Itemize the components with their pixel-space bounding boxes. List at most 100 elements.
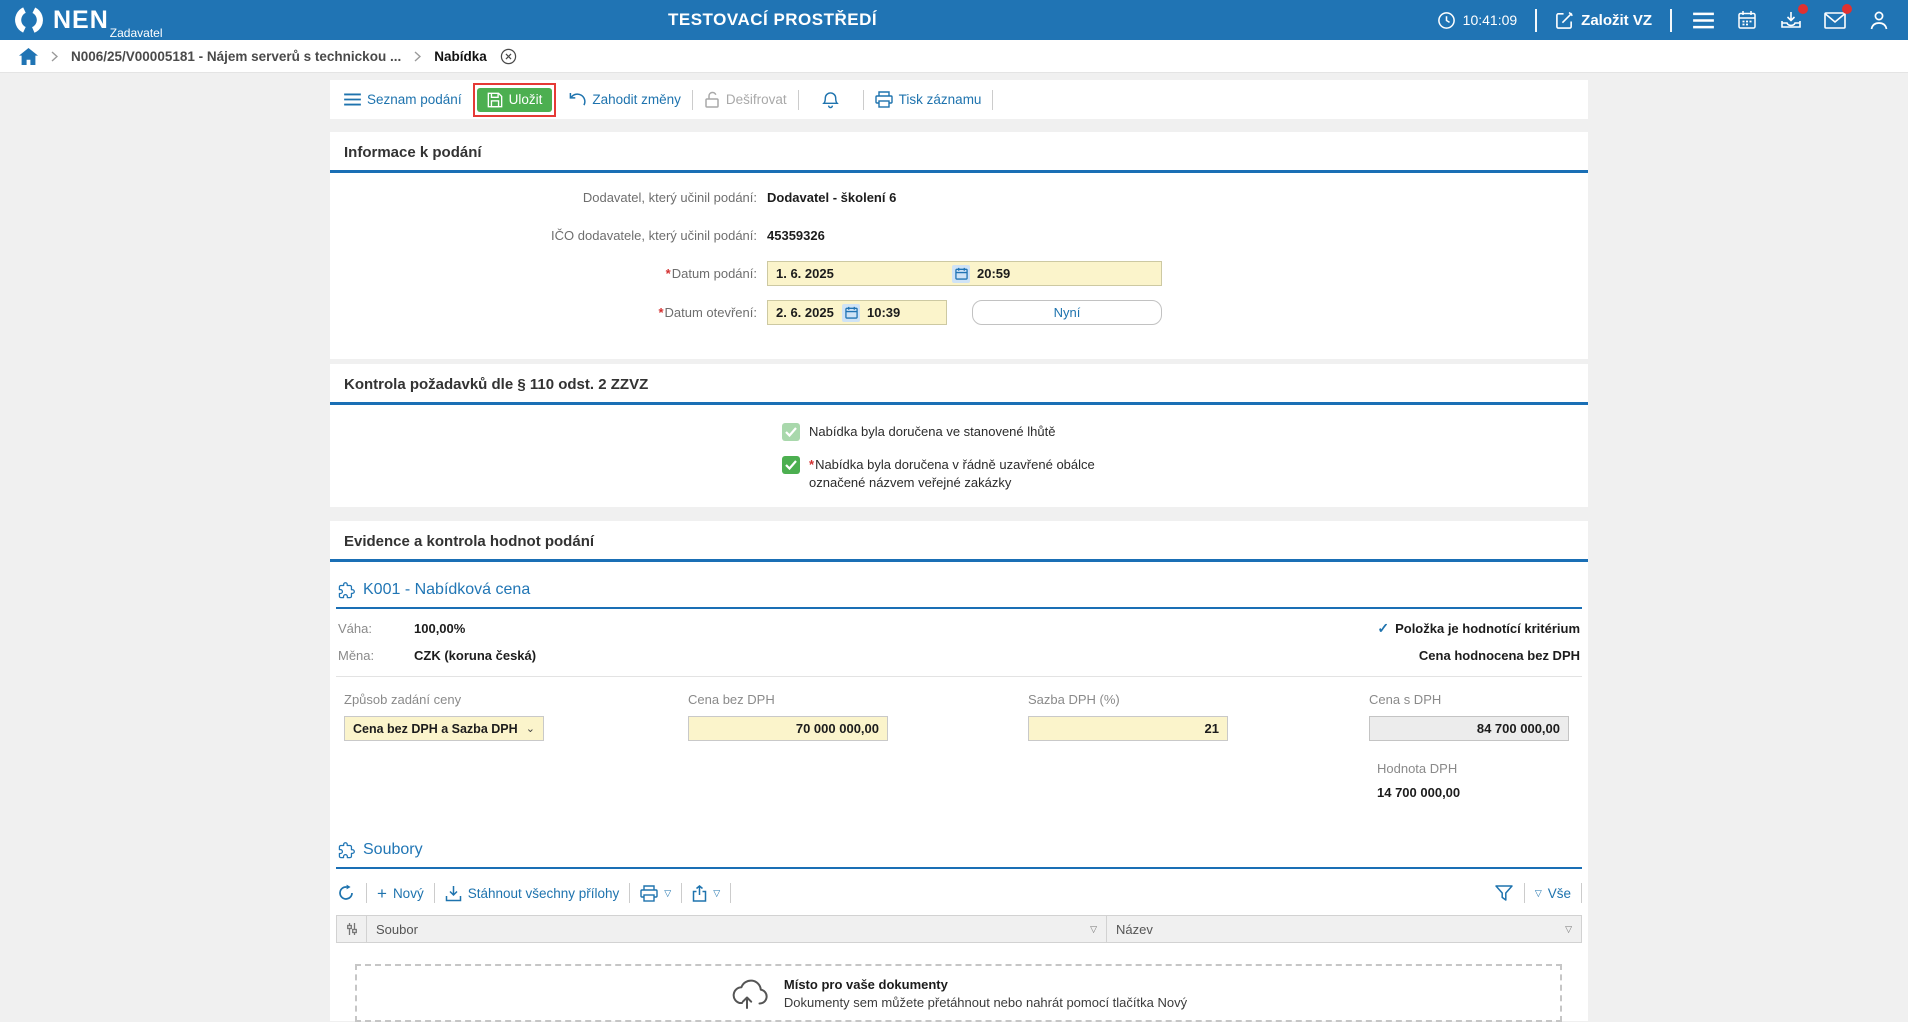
supplier-value: Dodavatel - školení 6 bbox=[767, 189, 897, 205]
new-file-button[interactable]: + Nový bbox=[377, 885, 424, 902]
submission-date-value[interactable]: 1. 6. 2025 bbox=[776, 266, 834, 281]
toolbar-divider bbox=[1581, 883, 1582, 903]
price-net-input[interactable]: 70 000 000,00 bbox=[688, 716, 888, 741]
discard-changes-button[interactable]: Zahodit změny bbox=[567, 92, 681, 107]
divider bbox=[336, 676, 1582, 677]
delivered-on-time-label: Nabídka byla doručena ve stanovené lhůtě bbox=[809, 424, 1056, 439]
close-tab-button[interactable] bbox=[500, 47, 518, 65]
discard-changes-label: Zahodit změny bbox=[592, 92, 681, 107]
inbox-download-icon bbox=[1781, 12, 1801, 28]
opening-date-row: *Datum otevření: 2. 6. 2025 10:39 Nyní bbox=[344, 300, 1574, 325]
files-subsection-header: Soubory bbox=[336, 836, 1582, 869]
main-menu-button[interactable] bbox=[1690, 7, 1716, 33]
printer-icon bbox=[640, 884, 658, 902]
submission-list-button[interactable]: Seznam podání bbox=[344, 92, 462, 107]
opening-time-value[interactable]: 10:39 bbox=[867, 305, 901, 320]
filter-triangle-icon[interactable]: ▽ bbox=[1565, 923, 1572, 934]
save-button[interactable]: Uložit bbox=[476, 87, 553, 112]
now-button[interactable]: Nyní bbox=[972, 300, 1162, 325]
required-mark: * bbox=[658, 305, 664, 320]
list-icon bbox=[344, 93, 361, 106]
calendar-button[interactable] bbox=[1734, 7, 1760, 33]
column-settings-button[interactable] bbox=[337, 916, 367, 942]
filter-all-button[interactable]: ▽ Vše bbox=[1535, 886, 1571, 901]
ico-value: 45359326 bbox=[767, 227, 825, 243]
calendar-icon bbox=[1738, 11, 1756, 29]
price-mode-select[interactable]: Cena bez DPH a Sazba DPH ⌄ bbox=[344, 716, 544, 741]
discard-undo-icon bbox=[570, 92, 586, 106]
opening-date-value[interactable]: 2. 6. 2025 bbox=[776, 305, 834, 320]
toolbar-divider bbox=[992, 89, 994, 110]
price-gross-readonly: 84 700 000,00 bbox=[1369, 716, 1569, 741]
criterion-note: ✓ Položka je hodnotící kritérium bbox=[1377, 620, 1580, 636]
print-files-button[interactable]: ▽ bbox=[640, 884, 671, 902]
currency-value: CZK (koruna česká) bbox=[414, 648, 537, 663]
user-profile-button[interactable] bbox=[1866, 7, 1892, 33]
vat-amount-block: Hodnota DPH 14 700 000,00 bbox=[1377, 761, 1577, 800]
dropdown-triangle-icon: ▽ bbox=[713, 887, 721, 898]
save-floppy-icon bbox=[487, 92, 502, 107]
sealed-envelope-checkbox[interactable] bbox=[782, 456, 800, 475]
nen-logo-icon bbox=[15, 6, 43, 34]
inbox-button[interactable] bbox=[1778, 4, 1808, 33]
opening-date-input[interactable]: 2. 6. 2025 10:39 bbox=[767, 300, 947, 325]
opening-date-label: *Datum otevření: bbox=[658, 305, 757, 320]
evaluation-note: Cena hodnocena bez DPH bbox=[1418, 648, 1580, 663]
vat-rate-input[interactable]: 21 bbox=[1028, 716, 1228, 741]
save-button-label: Uložit bbox=[508, 92, 543, 107]
download-all-button[interactable]: Stáhnout všechny přílohy bbox=[445, 885, 619, 902]
supplier-row: Dodavatel, který učinil podání: Dodavate… bbox=[344, 185, 1574, 209]
home-icon bbox=[18, 47, 38, 65]
funnel-icon bbox=[1495, 885, 1513, 901]
filter-button[interactable] bbox=[1494, 883, 1514, 903]
toolbar-divider bbox=[366, 883, 367, 903]
messages-button[interactable] bbox=[1822, 4, 1852, 33]
delivered-on-time-row: Nabídka byla doručena ve stanovené lhůtě bbox=[782, 423, 1588, 441]
section-title: Kontrola požadavků dle § 110 odst. 2 ZZV… bbox=[344, 376, 649, 393]
vat-rate-label: Sazba DPH (%) bbox=[1028, 692, 1120, 707]
submission-date-input[interactable]: 1. 6. 2025 20:59 bbox=[767, 261, 1162, 286]
dropzone-title: Místo pro vaše dokumenty bbox=[783, 976, 948, 992]
cloud-upload-icon bbox=[732, 979, 768, 1009]
user-icon bbox=[1870, 11, 1888, 30]
column-header-soubor[interactable]: Soubor ▽ bbox=[367, 916, 1107, 942]
breadcrumb: N006/25/V00005181 - Nájem serverů s tech… bbox=[0, 40, 1908, 73]
session-clock: 10:41:09 bbox=[1437, 11, 1517, 30]
dropdown-triangle-icon: ▽ bbox=[1534, 887, 1542, 898]
price-mode-column: Způsob zadání ceny Cena bez DPH a Sazba … bbox=[344, 692, 544, 741]
download-icon bbox=[445, 885, 461, 901]
save-button-highlight: Uložit bbox=[472, 82, 557, 117]
header-actions: 10:41:09 Založit VZ bbox=[1437, 4, 1908, 33]
create-vz-button[interactable]: Založit VZ bbox=[1555, 11, 1652, 30]
print-record-button[interactable]: Tisk záznamu bbox=[874, 91, 981, 108]
inbox-notification-badge bbox=[1798, 4, 1808, 14]
nen-brand[interactable]: NEN Zadavatel bbox=[0, 3, 163, 40]
environment-title: TESTOVACÍ PROSTŘEDÍ bbox=[668, 10, 878, 29]
home-button[interactable] bbox=[18, 46, 38, 66]
top-header-bar: NEN Zadavatel TESTOVACÍ PROSTŘEDÍ 10:41:… bbox=[0, 0, 1908, 40]
breadcrumb-contract-link[interactable]: N006/25/V00005181 - Nájem serverů s tech… bbox=[71, 48, 402, 64]
submission-date-picker-button[interactable] bbox=[952, 264, 970, 283]
refresh-button[interactable] bbox=[336, 883, 356, 903]
plus-icon: + bbox=[377, 883, 387, 903]
section-rule bbox=[330, 559, 1588, 562]
toolbar-divider bbox=[730, 883, 732, 903]
k001-title: K001 - Nabídková cena bbox=[363, 581, 531, 598]
close-circle-icon bbox=[501, 48, 517, 64]
price-grid: Způsob zadání ceny Cena bez DPH a Sazba … bbox=[338, 692, 1580, 741]
opening-date-picker-button[interactable] bbox=[842, 303, 860, 322]
documents-dropzone[interactable]: Místo pro vaše dokumenty Dokumenty sem m… bbox=[355, 964, 1562, 1022]
column-header-nazev[interactable]: Název ▽ bbox=[1116, 921, 1572, 937]
notifications-button[interactable] bbox=[818, 87, 844, 113]
filter-triangle-icon[interactable]: ▽ bbox=[1090, 923, 1097, 934]
new-file-label: Nový bbox=[392, 885, 424, 901]
export-button[interactable]: ▽ bbox=[692, 884, 721, 902]
toolbar-divider bbox=[862, 89, 864, 110]
weight-row: Váha: 100,00% ✓ Položka je hodnotící kri… bbox=[338, 620, 1580, 637]
section-title: Informace k podání bbox=[344, 144, 482, 161]
unlock-icon bbox=[705, 91, 719, 108]
sealed-envelope-row: *Nabídka byla doručena v řádně uzavřené … bbox=[782, 456, 1588, 492]
toolbar-divider bbox=[691, 89, 693, 110]
calendar-small-icon bbox=[954, 267, 968, 280]
submission-time-value[interactable]: 20:59 bbox=[977, 266, 1011, 281]
